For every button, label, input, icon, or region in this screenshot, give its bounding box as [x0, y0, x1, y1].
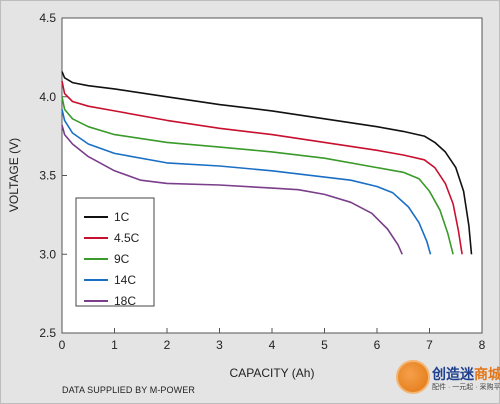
series-line-18c — [61, 124, 403, 255]
legend-label: 9C — [114, 252, 130, 266]
x-tick-label: 0 — [59, 338, 66, 352]
y-tick-label: 2.5 — [39, 326, 56, 340]
data-source-note: DATA SUPPLIED BY M-POWER — [62, 385, 195, 395]
series-line-14c — [61, 109, 432, 255]
watermark-subtitle: 配件 · 一元起 · 采购平台 — [432, 384, 500, 391]
legend-label: 4.5C — [114, 231, 140, 245]
y-tick-label: 3.0 — [39, 247, 56, 261]
legend-label: 14C — [114, 273, 136, 287]
series-line-1c — [61, 71, 473, 255]
x-tick-label: 3 — [216, 338, 223, 352]
legend: 1C 4.5C 9C 14C 18C — [75, 197, 155, 308]
series-line-9c — [61, 96, 454, 255]
x-tick-label: 5 — [321, 338, 328, 352]
x-tick-label: 6 — [374, 338, 381, 352]
x-tick-label: 1 — [111, 338, 118, 352]
y-tick-label: 4.0 — [39, 90, 56, 104]
x-tick-label: 8 — [479, 338, 486, 352]
series-line-4-5c — [61, 80, 463, 255]
y-axis-title: VOLTAGE (V) — [7, 138, 21, 212]
legend-label: 1C — [114, 210, 130, 224]
y-tick-label: 4.5 — [39, 11, 56, 25]
x-tick-label: 4 — [269, 338, 276, 352]
x-axis-title: CAPACITY (Ah) — [230, 366, 315, 380]
legend-label: 18C — [114, 294, 136, 308]
x-tick-label: 2 — [164, 338, 171, 352]
series-lines — [61, 71, 473, 255]
watermark-title: 创造迷商城 — [432, 366, 500, 382]
watermark-logo: 创造迷商城 配件 · 一元起 · 采购平台 — [394, 358, 500, 404]
x-tick-label: 7 — [426, 338, 433, 352]
axis-ticks: 0 1 2 3 4 5 6 7 8 2.5 3.0 3.5 4.0 4.5 — [39, 11, 485, 352]
y-tick-label: 3.5 — [39, 169, 56, 183]
watermark-gear-icon — [396, 360, 430, 394]
